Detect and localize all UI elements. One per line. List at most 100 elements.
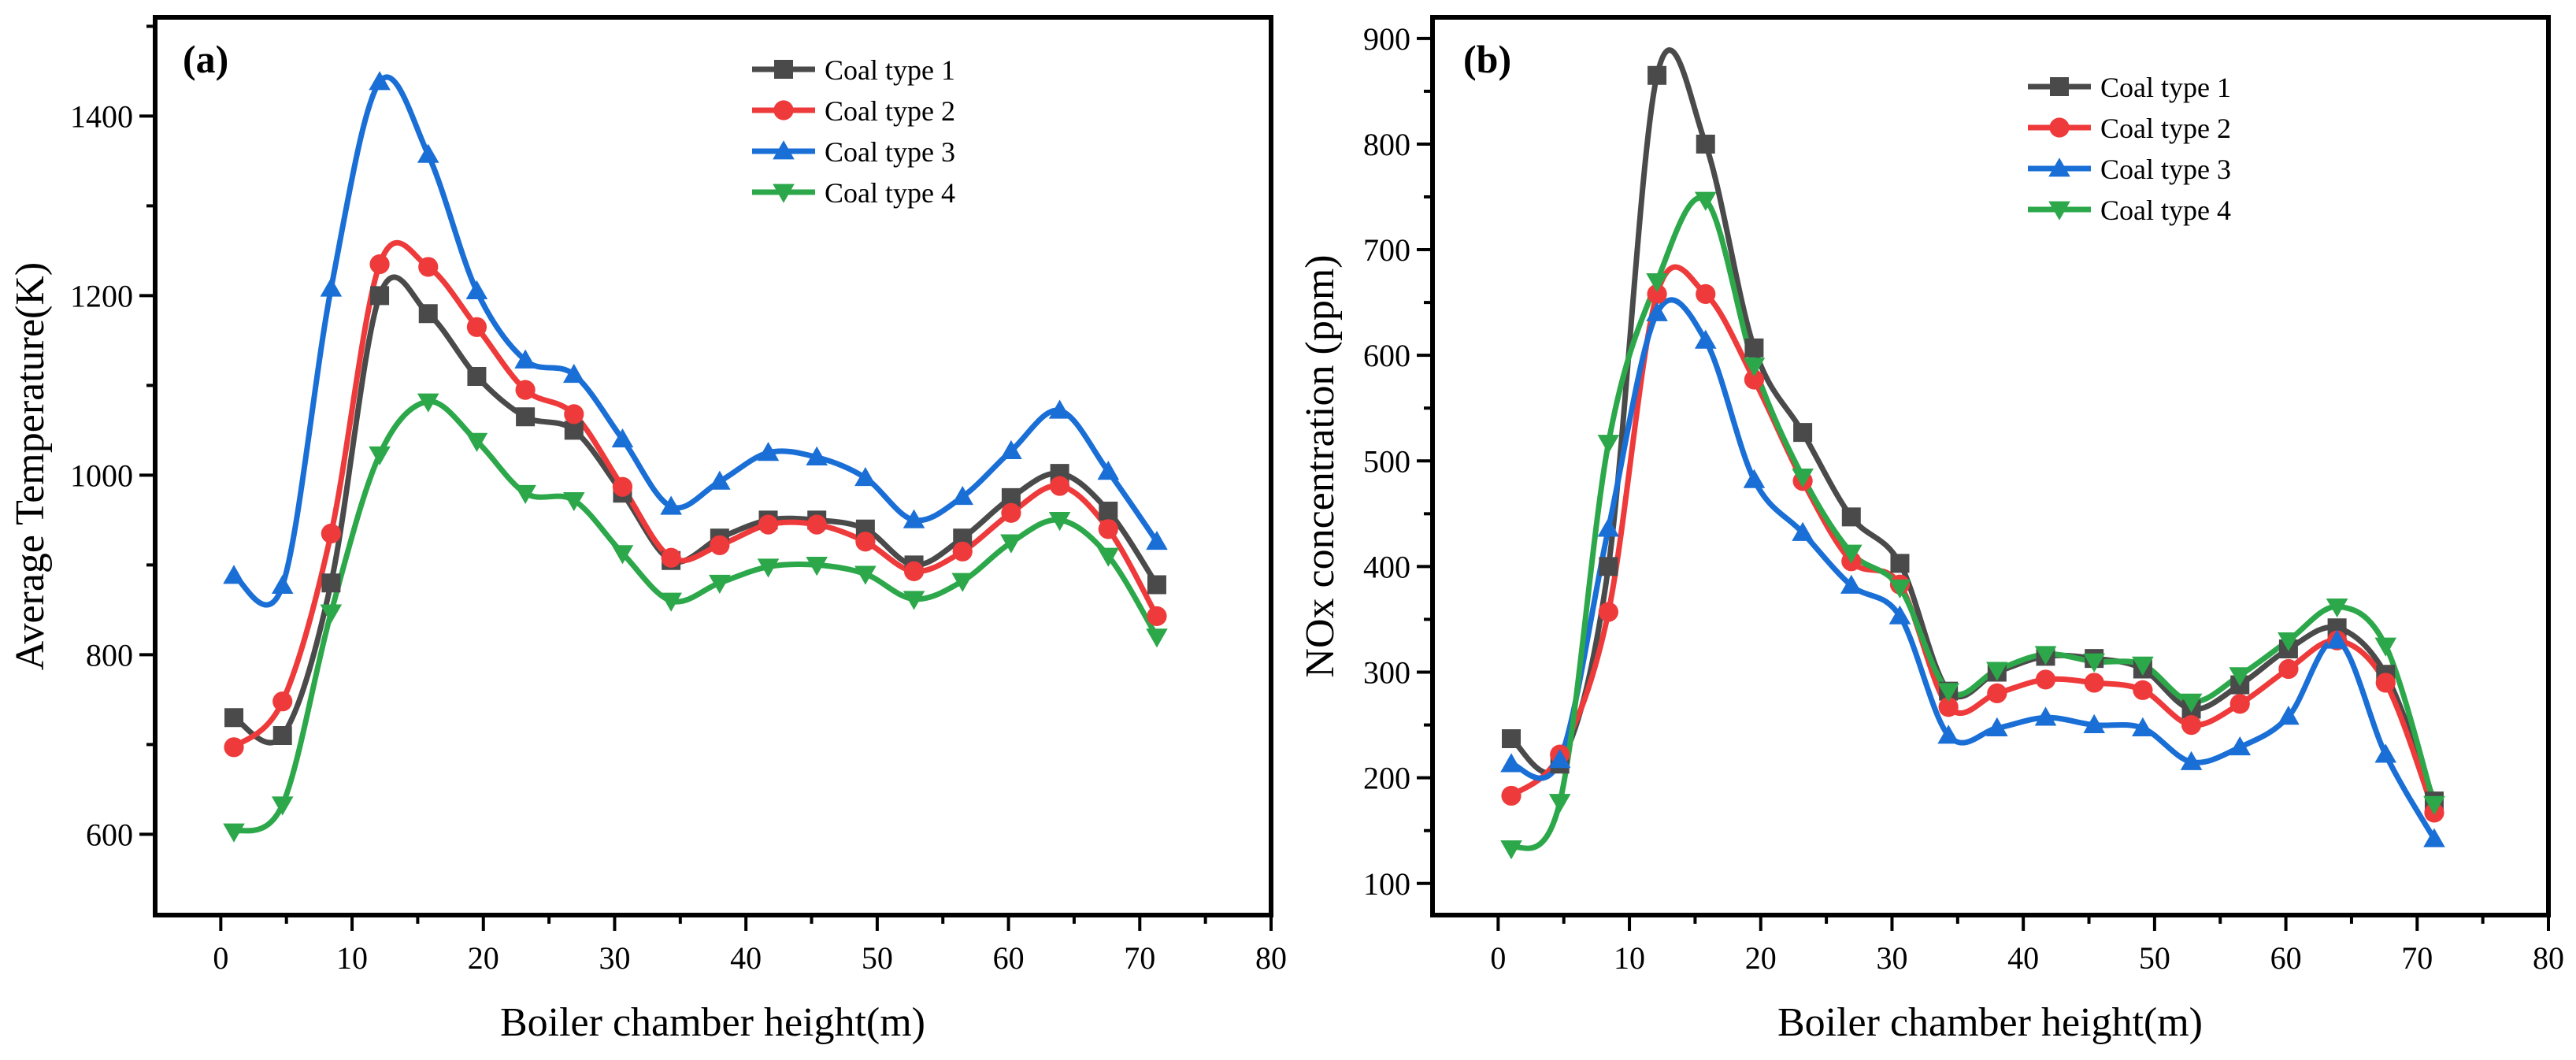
data-point: [564, 404, 584, 424]
data-point: [417, 143, 439, 163]
data-point: [1792, 469, 1814, 488]
x-tick-label: 70: [1124, 940, 1155, 976]
x-tick-label: 50: [2139, 940, 2170, 976]
data-point: [2423, 795, 2445, 815]
data-point: [1598, 602, 1618, 622]
data-point: [611, 428, 634, 448]
data-point: [1938, 697, 1959, 717]
y-tick-label: 1000: [70, 458, 133, 493]
data-point: [1694, 191, 1717, 211]
panel-label-a: (a): [183, 37, 228, 81]
x-tick-label: 0: [1490, 940, 1506, 976]
data-point: [1743, 469, 1766, 488]
panel-label-b: (b): [1463, 37, 1511, 81]
series-line: [231, 74, 1160, 608]
y-tick-label: 600: [86, 817, 133, 852]
data-point: [321, 573, 341, 593]
data-point: [757, 442, 780, 461]
x-tick-label: 10: [1614, 940, 1645, 976]
data-point: [562, 491, 585, 512]
data-point: [1501, 785, 1522, 806]
series-line: [1508, 195, 2437, 851]
data-point: [854, 467, 877, 487]
x-tick-label: 20: [468, 940, 499, 976]
legend-marker: [2049, 117, 2070, 138]
data-point: [417, 393, 439, 413]
data-point: [952, 541, 973, 562]
data-point: [660, 592, 682, 612]
y-tick-label: 100: [1363, 866, 1410, 902]
data-point: [854, 565, 877, 585]
data-point: [2375, 673, 2396, 693]
data-point: [709, 574, 731, 594]
data-point: [660, 495, 682, 515]
legend-label: Coal type 4: [825, 177, 955, 209]
legend-label: Coal type 4: [2100, 195, 2231, 226]
data-point: [1937, 725, 1959, 744]
x-tick-label: 80: [1255, 940, 1287, 976]
data-point: [1097, 547, 1120, 567]
data-point: [2132, 656, 2154, 676]
data-point: [611, 545, 634, 565]
data-point: [514, 484, 536, 504]
data-point: [2034, 646, 2057, 665]
data-point: [806, 557, 828, 576]
data-point: [224, 708, 244, 728]
data-point: [1646, 302, 1668, 321]
data-point: [2229, 736, 2252, 756]
series-line: [231, 398, 1160, 835]
data-point: [1986, 717, 2008, 736]
data-point: [806, 446, 828, 465]
data-point: [855, 532, 876, 552]
x-axis-title-a: Boiler chamber height(m): [500, 1000, 925, 1045]
data-point: [2035, 669, 2056, 690]
data-point: [2229, 667, 2252, 687]
x-tick-label: 60: [2270, 940, 2302, 976]
data-point: [465, 432, 488, 452]
data-point: [758, 514, 779, 535]
plot-frame-a: [153, 15, 1273, 917]
data-point: [1840, 574, 1863, 594]
x-tick-label: 30: [599, 940, 630, 976]
data-point: [2423, 828, 2445, 847]
series-line: [231, 239, 1160, 751]
data-point: [369, 446, 391, 465]
data-point: [661, 547, 681, 568]
tick-labels-a: 0 10 20 30 40 50 60 70 80 600 800 1000 1200 1400: [70, 98, 1287, 976]
data-point: [1986, 662, 2008, 681]
data-point: [951, 573, 974, 592]
x-tick-label: 0: [213, 940, 228, 976]
data-point: [2278, 658, 2299, 680]
data-point: [1743, 358, 1766, 377]
data-point: [2326, 629, 2348, 649]
data-point: [562, 363, 585, 384]
legend-label: Coal type 2: [2100, 113, 2231, 144]
y-tick-label: 700: [1363, 232, 1410, 268]
y-tick-label: 800: [1363, 127, 1410, 162]
data-point: [1744, 369, 1765, 390]
data-point: [2278, 706, 2300, 725]
data-point: [515, 380, 536, 400]
y-tick-label: 1400: [70, 98, 133, 134]
data-point: [1050, 476, 1070, 496]
y-tick-label: 300: [1363, 655, 1410, 691]
data-point: [465, 280, 488, 300]
legend-label: Coal type 3: [2100, 154, 2231, 185]
data-point: [369, 254, 390, 275]
legend-marker: [773, 100, 794, 120]
data-point: [1500, 753, 1522, 773]
data-point: [1696, 134, 1715, 154]
data-point: [224, 737, 244, 758]
x-axis-title-b: Boiler chamber height(m): [1777, 1000, 2203, 1045]
series-group-a: [223, 71, 1168, 843]
legend-marker: [2048, 201, 2070, 221]
data-point: [271, 796, 294, 816]
legend-label: Coal type 2: [825, 95, 955, 127]
data-point: [1888, 605, 1911, 625]
data-point: [951, 485, 974, 506]
panel-a: 0 10 20 30 40 50 60 70 80 600 800 1000 1200 1400 Coal…: [8, 15, 1287, 1045]
data-point: [2132, 717, 2154, 736]
tick-labels-b: 0 10 20 30 40 50 60 70 80 100 200 300 400 500 600 700 80…: [1363, 21, 2564, 976]
data-point: [2083, 713, 2105, 733]
data-point: [1597, 435, 1620, 454]
